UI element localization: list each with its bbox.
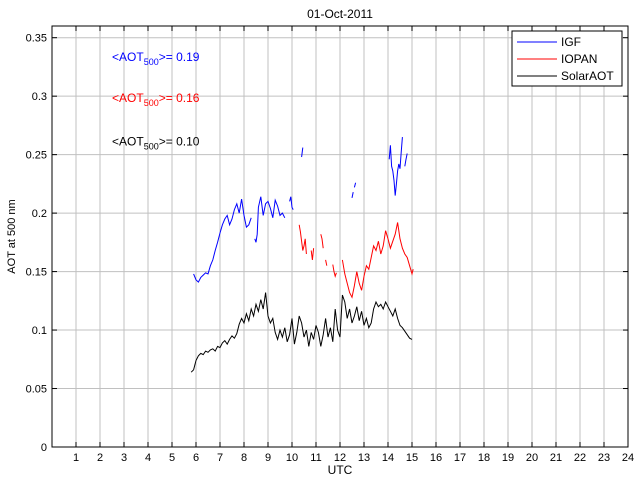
chart-title: 01-Oct-2011 [307,7,373,21]
y-tick-label: 0 [41,442,47,454]
series-line-solaraot [190,292,413,373]
aot-mean-annotation: <AOT500>= 0.10 [112,134,200,151]
y-tick-label: 0.3 [32,91,47,103]
x-axis-label: UTC [328,463,353,477]
x-tick-label: 3 [121,452,127,464]
series-line-igf [289,196,294,210]
y-tick-label: 0.2 [32,208,47,220]
series-group [190,137,414,373]
y-axis-label: AOT at 500 nm [6,199,18,273]
x-tick-label: 6 [193,452,199,464]
aot-mean-annotation: <AOT500>= 0.19 [112,50,200,67]
ticks: 1 2 3 4 5 6 7 8 9 10 11 12 13 14 15 16 17 18 19 20 21 22 23 240… [26,26,634,464]
annotations: <AOT500>= 0.19 <AOT500>= 0.16 <AOT500>= 0.… [112,50,200,151]
series-line-iopan [341,222,414,299]
series-line-igf [353,182,357,188]
x-tick-label: 7 [217,452,223,464]
x-tick-label: 2 [97,452,103,464]
series-line-igf [301,147,304,158]
x-tick-label: 8 [241,452,247,464]
x-tick-label: 21 [550,452,562,464]
series-line-iopan [320,234,324,249]
x-tick-label: 20 [526,452,538,464]
x-tick-label: 4 [145,452,151,464]
aot-mean-annotation: <AOT500>= 0.16 [112,91,200,108]
legend: IGF IOPAN SolarAOT [511,30,623,87]
x-tick-label: 19 [502,452,514,464]
x-tick-label: 10 [286,452,298,464]
x-tick-label: 24 [622,452,634,464]
series-line-iopan [298,224,307,255]
y-tick-label: 0.35 [26,33,47,45]
legend-label: SolarAOT [561,69,614,83]
y-tick-label: 0.1 [32,325,47,337]
series-line-iopan [325,259,328,266]
x-tick-label: 11 [310,452,321,464]
x-tick-label: 17 [454,452,466,464]
x-tick-label: 23 [598,452,610,464]
x-tick-label: 5 [169,452,175,464]
y-tick-label: 0.15 [26,267,47,279]
series-line-iopan [332,264,337,279]
legend-label: IOPAN [561,52,597,66]
x-tick-label: 15 [406,452,418,464]
series-line-iopan [310,248,315,260]
x-tick-label: 12 [334,452,346,464]
x-tick-label: 13 [358,452,370,464]
y-tick-label: 0.05 [26,384,47,396]
x-tick-label: 9 [265,452,271,464]
series-line-igf [351,191,354,199]
series-line-igf [404,153,408,167]
y-tick-label: 0.25 [26,150,47,162]
grid [52,26,629,448]
legend-label: IGF [561,35,581,49]
x-tick-label: 16 [430,452,442,464]
series-line-igf [388,137,403,196]
x-tick-label: 1 [73,452,79,464]
x-tick-label: 22 [574,452,586,464]
x-tick-label: 18 [478,452,490,464]
x-tick-label: 14 [382,452,394,464]
series-line-igf [254,196,286,243]
series-line-igf [193,199,252,283]
